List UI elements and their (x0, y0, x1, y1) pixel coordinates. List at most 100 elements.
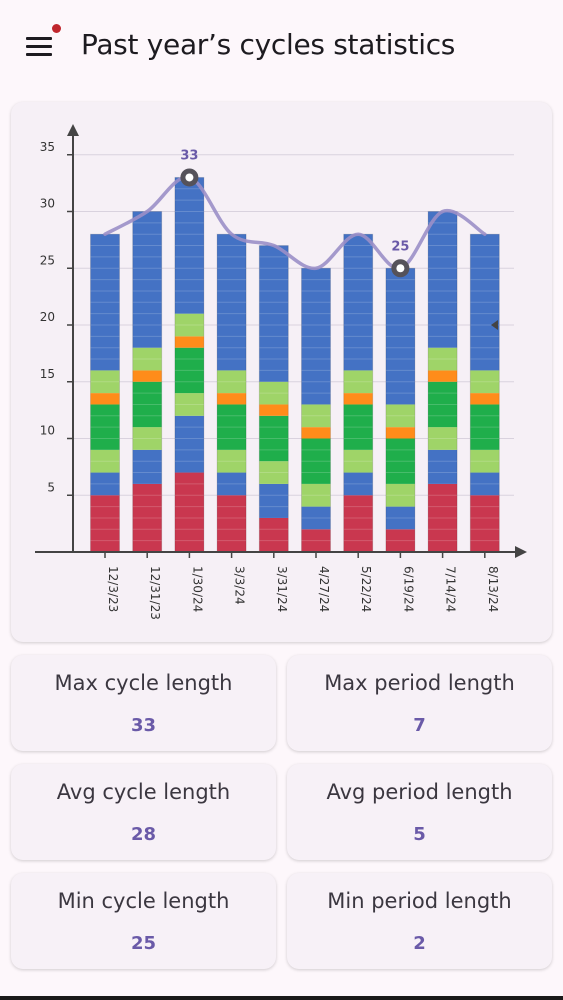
y-tick-label: 20 (40, 310, 55, 324)
x-tick-label: 7/14/24 (444, 566, 458, 612)
bar-segment (90, 393, 120, 405)
page-title: Past year’s cycles statistics (81, 28, 456, 61)
bar-segment (259, 381, 289, 405)
bar-segment (470, 495, 500, 552)
x-tick-label: 1/30/24 (190, 566, 204, 612)
stat-label: Max cycle length (54, 671, 233, 695)
stat-value: 2 (413, 933, 426, 954)
bar-segment (470, 370, 500, 394)
bar-segment (217, 472, 247, 496)
bar-segment (259, 461, 289, 484)
trend-line (103, 175, 487, 271)
stat-label: Avg cycle length (56, 780, 231, 804)
bar-segment (132, 347, 162, 371)
bar-segment (385, 438, 415, 484)
hamburger-menu-icon (26, 37, 52, 56)
bar-segment (301, 529, 331, 552)
bar-segment (259, 483, 289, 518)
bar-segment (428, 449, 458, 484)
bar-segment (174, 177, 204, 314)
bar-segment (385, 427, 415, 439)
x-tick-label: 12/3/23 (106, 566, 120, 612)
cycles-chart-card: 5 10 15 20 25 30 35 12/3/23 12/31/23 1/30/24 3/3/2… (11, 102, 552, 642)
bar-segment (259, 415, 289, 462)
bar-segment (343, 234, 373, 371)
bar-segment (385, 529, 415, 552)
value-marker (491, 320, 498, 330)
bar-segment (132, 211, 162, 348)
stat-label: Avg period length (326, 780, 513, 804)
bar-segment (174, 347, 204, 394)
highlight-marker-center (396, 264, 405, 273)
menu-button[interactable] (18, 30, 62, 64)
system-nav-bar (0, 996, 563, 1000)
x-tick-label: 3/31/24 (275, 566, 289, 612)
bar-segment (132, 381, 162, 428)
bar-segment (385, 404, 415, 428)
bar-segment (132, 370, 162, 382)
stat-label: Min period length (327, 889, 512, 913)
stat-value: 7 (413, 715, 426, 736)
bar-segment (90, 472, 120, 496)
top-app-bar: Past year’s cycles statistics (0, 0, 563, 94)
bar-segment (385, 483, 415, 507)
bar-segment (174, 393, 204, 416)
y-tick-label: 15 (40, 367, 55, 381)
bar-segment (385, 506, 415, 530)
bar-segment (217, 370, 247, 394)
bar-segment (132, 427, 162, 450)
bar-segment (343, 449, 373, 473)
x-tick-label: 6/19/24 (401, 566, 415, 612)
highlight-marker-center (185, 173, 194, 182)
stat-value: 5 (413, 824, 426, 845)
bar-segment (343, 370, 373, 394)
min-period-length-card: Min period length 2 (287, 873, 552, 969)
bar-segment (132, 449, 162, 484)
highlight-label: 25 (391, 239, 409, 254)
max-period-length-card: Max period length 7 (287, 655, 552, 751)
bar-segment (174, 415, 204, 473)
bar-segment (301, 483, 331, 507)
bar-segment (259, 245, 289, 382)
bar-segment (470, 449, 500, 473)
stat-value: 33 (130, 715, 157, 736)
bar-segment (174, 472, 204, 552)
avg-period-length-card: Avg period length 5 (287, 764, 552, 860)
stat-value: 28 (130, 824, 157, 845)
x-axis-arrow (515, 546, 527, 558)
bar-segment (90, 370, 120, 394)
bar-segment (428, 211, 458, 348)
stacked-bar-chart: 5 10 15 20 25 30 35 12/3/23 12/31/23 1/30/24 3/3/2… (35, 124, 527, 620)
bar-segment (90, 404, 120, 450)
bar-segment (174, 336, 204, 348)
stat-label: Max period length (324, 671, 515, 695)
bar-segment (132, 483, 162, 552)
bar-segment (301, 427, 331, 439)
bar-segment (217, 404, 247, 450)
bar-segment (217, 234, 247, 371)
x-tick-label: 5/22/24 (359, 566, 373, 612)
bar-segment (428, 427, 458, 450)
y-tick-label: 30 (40, 197, 55, 211)
bar-segment (217, 449, 247, 473)
y-tick-label: 35 (40, 140, 55, 154)
bar-segment (301, 268, 331, 405)
bar-segment (301, 438, 331, 484)
y-axis-arrow (67, 124, 79, 136)
bar-segment (301, 506, 331, 530)
bar-segment (385, 268, 415, 405)
min-cycle-length-card: Min cycle length 25 (11, 873, 276, 969)
bar-segment (90, 495, 120, 552)
x-tick-label: 4/27/24 (317, 566, 331, 612)
bar-segment (217, 393, 247, 405)
notification-dot (52, 24, 61, 33)
y-tick-label: 5 (47, 480, 55, 494)
y-tick-label: 10 (40, 424, 55, 438)
avg-cycle-length-card: Avg cycle length 28 (11, 764, 276, 860)
bar-segment (470, 472, 500, 496)
bar-segment (217, 495, 247, 552)
bar-segment (428, 347, 458, 371)
bar-segment (470, 234, 500, 371)
max-cycle-length-card: Max cycle length 33 (11, 655, 276, 751)
x-tick-label: 8/13/24 (486, 566, 500, 612)
